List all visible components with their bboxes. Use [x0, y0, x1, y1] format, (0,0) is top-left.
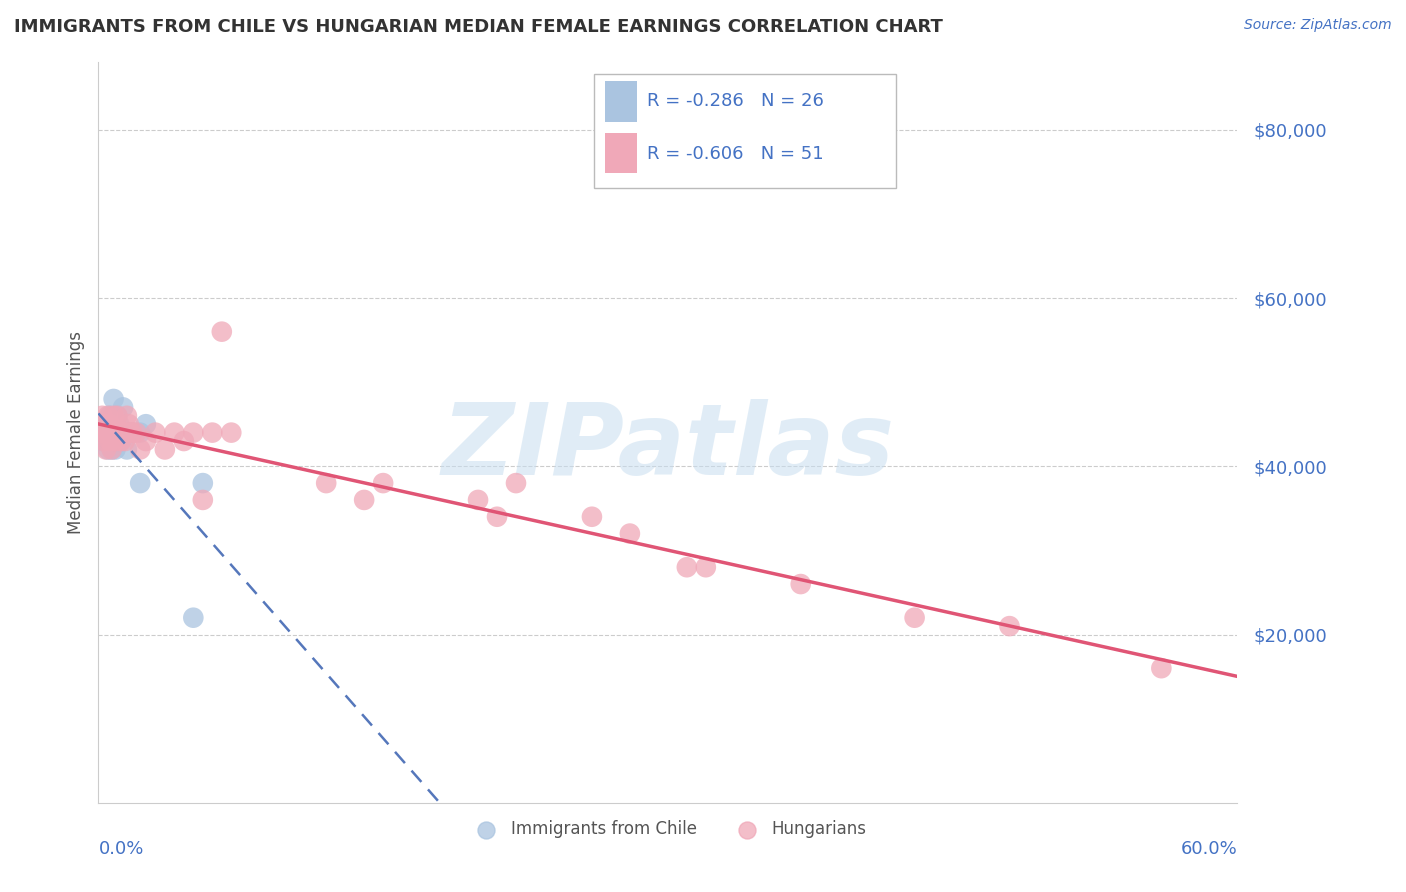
- Point: [145, 425, 167, 440]
- Point: [121, 425, 143, 440]
- Point: [135, 434, 157, 448]
- Point: [998, 619, 1021, 633]
- Point: [211, 325, 233, 339]
- Point: [98, 409, 121, 423]
- Point: [93, 425, 115, 440]
- Point: [183, 425, 205, 440]
- Point: [103, 392, 125, 406]
- FancyBboxPatch shape: [605, 81, 637, 121]
- Point: [505, 476, 527, 491]
- Point: [97, 425, 120, 440]
- Point: [115, 442, 138, 457]
- FancyBboxPatch shape: [605, 133, 637, 173]
- Point: [100, 442, 122, 457]
- Point: [581, 509, 603, 524]
- Point: [353, 492, 375, 507]
- Point: [201, 425, 224, 440]
- Text: Source: ZipAtlas.com: Source: ZipAtlas.com: [1244, 18, 1392, 32]
- Point: [173, 434, 195, 448]
- Point: [91, 425, 114, 440]
- Point: [121, 425, 143, 440]
- Point: [107, 425, 129, 440]
- Point: [107, 409, 129, 423]
- Point: [91, 434, 114, 448]
- Point: [104, 442, 127, 457]
- Point: [129, 425, 152, 440]
- Point: [110, 434, 132, 448]
- Point: [153, 442, 176, 457]
- Point: [114, 425, 136, 440]
- Point: [183, 610, 205, 624]
- Point: [97, 442, 120, 457]
- Point: [619, 526, 641, 541]
- Y-axis label: Median Female Earnings: Median Female Earnings: [66, 331, 84, 534]
- Point: [97, 409, 120, 423]
- Point: [103, 409, 125, 423]
- Point: [695, 560, 717, 574]
- Text: R = -0.606   N = 51: R = -0.606 N = 51: [647, 145, 824, 162]
- Point: [191, 476, 214, 491]
- Legend: Immigrants from Chile, Hungarians: Immigrants from Chile, Hungarians: [461, 812, 875, 847]
- Point: [108, 417, 131, 432]
- Point: [93, 434, 115, 448]
- Point: [120, 425, 142, 440]
- Point: [94, 417, 117, 432]
- Point: [118, 417, 141, 432]
- Point: [98, 434, 121, 448]
- Point: [1150, 661, 1173, 675]
- Point: [94, 442, 117, 457]
- FancyBboxPatch shape: [593, 73, 896, 188]
- Point: [114, 434, 136, 448]
- Point: [676, 560, 699, 574]
- Point: [115, 409, 138, 423]
- Point: [115, 425, 138, 440]
- Point: [221, 425, 243, 440]
- Point: [110, 434, 132, 448]
- Point: [107, 409, 129, 423]
- Point: [107, 425, 129, 440]
- Point: [108, 425, 131, 440]
- Text: R = -0.286   N = 26: R = -0.286 N = 26: [647, 92, 824, 110]
- Point: [125, 425, 148, 440]
- Point: [129, 476, 152, 491]
- Point: [129, 442, 152, 457]
- Point: [112, 401, 135, 415]
- Point: [97, 425, 120, 440]
- Point: [163, 425, 186, 440]
- Point: [191, 492, 214, 507]
- Point: [467, 492, 489, 507]
- Point: [94, 425, 117, 440]
- Point: [103, 425, 125, 440]
- Point: [790, 577, 813, 591]
- Text: ZIPatlas: ZIPatlas: [441, 399, 894, 496]
- Point: [98, 434, 121, 448]
- Text: IMMIGRANTS FROM CHILE VS HUNGARIAN MEDIAN FEMALE EARNINGS CORRELATION CHART: IMMIGRANTS FROM CHILE VS HUNGARIAN MEDIA…: [14, 18, 943, 36]
- Text: 60.0%: 60.0%: [1181, 840, 1237, 858]
- Text: 0.0%: 0.0%: [98, 840, 143, 858]
- Point: [93, 417, 115, 432]
- Point: [91, 409, 114, 423]
- Point: [904, 610, 927, 624]
- Point: [371, 476, 394, 491]
- Point: [104, 434, 127, 448]
- Point: [112, 425, 135, 440]
- Point: [486, 509, 509, 524]
- Point: [100, 442, 122, 457]
- Point: [98, 417, 121, 432]
- Point: [103, 425, 125, 440]
- Point: [135, 417, 157, 432]
- Point: [315, 476, 337, 491]
- Point: [100, 417, 122, 432]
- Point: [94, 434, 117, 448]
